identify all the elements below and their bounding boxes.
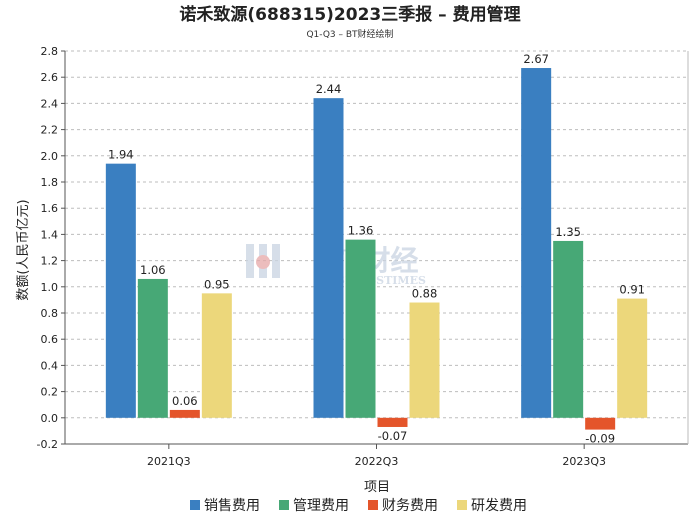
bar <box>521 68 552 418</box>
y-tick-label: 2.4 <box>41 97 59 110</box>
data-label: 1.94 <box>108 148 134 162</box>
x-tick-label: 2022Q3 <box>355 455 399 468</box>
y-tick-label: 1.2 <box>41 255 59 268</box>
legend-label: 财务费用 <box>382 498 438 514</box>
x-ticks: 2021Q3 2022Q3 2023Q3 <box>147 444 606 468</box>
bar <box>585 417 616 430</box>
legend-swatch <box>190 500 200 510</box>
legend-label: 管理费用 <box>293 498 349 514</box>
y-tick-label: -0.2 <box>37 438 58 451</box>
bar <box>201 293 232 418</box>
data-label: 0.06 <box>172 394 198 408</box>
data-label: 0.88 <box>412 287 438 301</box>
data-label: 1.06 <box>140 263 166 277</box>
legend: 销售费用 管理费用 财务费用 研发费用 <box>190 498 527 514</box>
x-tick-label: 2021Q3 <box>147 455 191 468</box>
bar <box>137 278 168 418</box>
data-label: 1.36 <box>348 224 374 238</box>
legend-label: 销售费用 <box>204 498 260 514</box>
y-tick-label: 0.0 <box>41 412 59 425</box>
data-label: 1.35 <box>555 225 581 239</box>
bars: 1.94 1.06 0.06 0.95 2.44 1.36 -0.07 0.88 2.67 1.3… <box>105 52 648 446</box>
chart-title: 诺禾致源(688315)2023三季报 – 费用管理 <box>179 4 520 25</box>
bar <box>553 240 584 418</box>
bar <box>377 417 408 427</box>
x-axis-label: 项目 <box>364 480 390 495</box>
bar <box>617 298 648 418</box>
grid-lines <box>65 50 688 445</box>
data-label: -0.07 <box>378 429 408 443</box>
chart-subtitle: Q1-Q3 – BT财经绘制 <box>306 28 393 40</box>
bar <box>345 239 376 418</box>
y-tick-label: 0.2 <box>41 386 59 399</box>
data-label: 2.44 <box>316 82 342 96</box>
data-label: -0.09 <box>585 432 615 446</box>
y-ticks: -0.2 0.0 0.2 0.4 0.6 0.8 1.0 1.2 1.4 1.6 1.8 2.0 2.2… <box>37 45 65 451</box>
y-tick-label: 2.6 <box>41 71 59 84</box>
y-tick-label: 2.2 <box>41 124 59 137</box>
data-label: 0.95 <box>204 277 230 291</box>
y-tick-label: 0.6 <box>41 333 59 346</box>
y-tick-label: 1.0 <box>41 281 59 294</box>
legend-swatch <box>368 500 378 510</box>
bar <box>169 409 200 418</box>
y-tick-label: 1.4 <box>41 228 59 241</box>
y-tick-label: 0.8 <box>41 307 59 320</box>
y-tick-label: 2.0 <box>41 150 59 163</box>
bar <box>105 163 136 418</box>
y-axis-label: 数额(人民币亿元) <box>16 199 31 300</box>
watermark-logo-icon <box>246 244 280 278</box>
bar <box>313 98 344 418</box>
data-label: 2.67 <box>523 52 549 66</box>
y-tick-label: 0.4 <box>41 359 59 372</box>
y-tick-label: 1.8 <box>41 176 59 189</box>
legend-label: 研发费用 <box>471 498 527 514</box>
data-label: 0.91 <box>619 283 645 297</box>
y-tick-label: 2.8 <box>41 45 59 58</box>
x-tick-label: 2023Q3 <box>562 455 606 468</box>
legend-swatch <box>457 500 467 510</box>
legend-swatch <box>279 500 289 510</box>
y-tick-label: 1.6 <box>41 202 59 215</box>
bar <box>409 302 440 418</box>
